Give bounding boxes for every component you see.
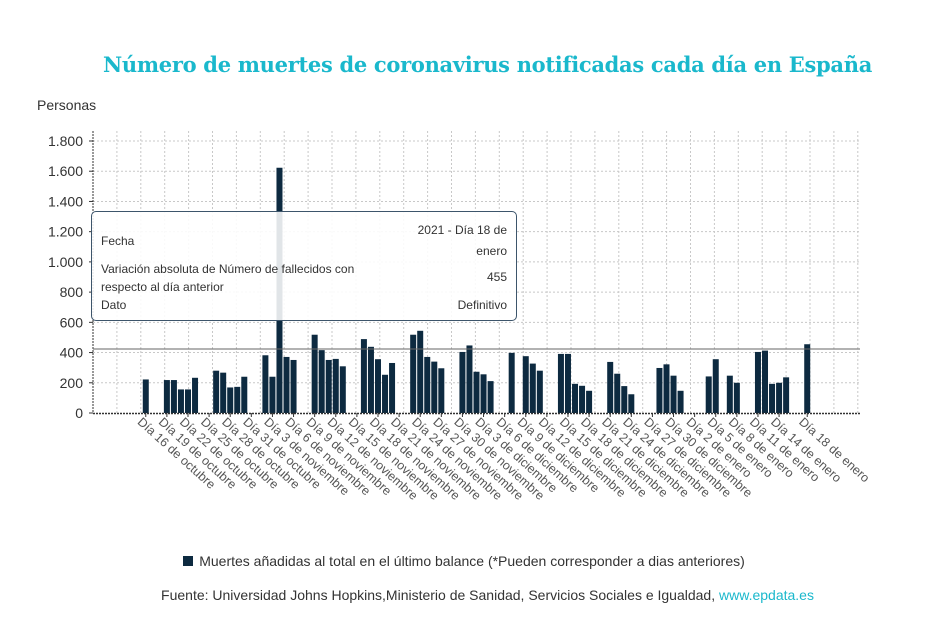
y-tick-label: 1.400 <box>48 193 83 209</box>
bar <box>670 375 677 413</box>
bar <box>283 356 290 413</box>
tooltip-variable-label-1: Variación absoluta de Número de fallecid… <box>101 262 355 276</box>
tooltip-fecha-value-1: 2021 - Día 18 de <box>417 223 507 237</box>
y-tick-label: 1.000 <box>48 254 83 270</box>
bar <box>318 350 325 413</box>
y-tick-label: 400 <box>60 345 84 361</box>
bar <box>339 366 346 413</box>
bar <box>417 330 424 413</box>
bar <box>163 380 170 413</box>
bar <box>557 353 564 413</box>
bar <box>607 361 614 413</box>
bar <box>522 356 529 413</box>
bar <box>177 389 184 413</box>
bar <box>192 377 199 413</box>
bar <box>367 346 374 413</box>
tooltip-fecha-value-2: enero <box>476 244 507 258</box>
bar <box>170 380 177 413</box>
tooltip-dato-label: Dato <box>101 298 127 312</box>
bar <box>572 383 579 413</box>
y-tick-label: 0 <box>75 405 83 421</box>
bar <box>325 359 332 413</box>
bar <box>536 370 543 413</box>
bar <box>431 361 438 413</box>
bar <box>234 386 241 413</box>
source-text: Fuente: Universidad Johns Hopkins,Minist… <box>161 587 720 603</box>
bar <box>579 385 586 413</box>
bar-chart: 0 200 400 600 800 1.000 1.200 1.400 1.600 1.800 D… <box>48 131 872 503</box>
bar <box>762 350 769 413</box>
bar <box>459 351 466 413</box>
tooltip-variable-label-2: respecto al día anterior <box>101 280 224 294</box>
tooltip-fecha-label: Fecha <box>101 234 135 248</box>
y-axis-label: Personas <box>37 97 97 113</box>
tooltip-variable-value: 455 <box>486 270 507 284</box>
bar <box>726 375 733 413</box>
bar <box>705 376 712 413</box>
y-tick-label: 200 <box>60 375 84 391</box>
bar <box>269 376 276 413</box>
bar <box>628 394 635 413</box>
bar <box>733 382 740 413</box>
bars <box>93 167 860 415</box>
bar <box>783 377 790 413</box>
bar <box>677 390 684 413</box>
bar <box>389 362 396 413</box>
y-axis-ticks: 0 200 400 600 800 1.000 1.200 1.400 1.600 1.800 <box>48 133 93 421</box>
bar <box>466 345 473 413</box>
bar <box>311 334 318 413</box>
y-tick-label: 1.200 <box>48 224 83 240</box>
bar <box>529 363 536 413</box>
tooltip: Fecha 2021 - Día 18 de enero Variación a… <box>91 211 517 321</box>
bar <box>712 359 719 413</box>
y-tick-label: 1.800 <box>48 133 83 149</box>
y-tick-label: 1.600 <box>48 163 83 179</box>
tooltip-dato-value: Definitivo <box>457 298 507 312</box>
bar <box>332 358 339 413</box>
chart-title: Número de muertes de coronavirus notific… <box>102 52 873 77</box>
bar <box>487 381 494 413</box>
legend-swatch <box>183 556 194 566</box>
bar <box>804 344 811 413</box>
bar <box>410 334 417 413</box>
bar <box>220 372 227 413</box>
bar <box>262 355 269 413</box>
bar <box>473 371 480 413</box>
bar <box>586 390 593 413</box>
bar <box>769 383 776 413</box>
y-tick-label: 600 <box>60 314 84 330</box>
bar <box>564 353 571 413</box>
bar <box>656 367 663 413</box>
bar <box>241 376 248 413</box>
legend-label: Muertes añadidas al total en el último b… <box>199 553 745 569</box>
bar <box>213 370 220 413</box>
bar <box>663 364 670 413</box>
bar <box>360 339 367 413</box>
bar <box>614 373 621 413</box>
bar <box>776 382 783 413</box>
bar <box>382 374 389 413</box>
bar <box>438 368 445 413</box>
bar <box>374 359 381 413</box>
y-tick-label: 800 <box>60 284 84 300</box>
bar <box>142 379 149 413</box>
bar <box>424 356 431 413</box>
bar <box>508 352 515 413</box>
bar <box>184 389 191 413</box>
bar <box>754 351 761 413</box>
legend[interactable]: Muertes añadidas al total en el último b… <box>0 553 928 569</box>
bar <box>621 386 628 413</box>
bar <box>480 374 487 413</box>
bar <box>290 359 297 413</box>
source: Fuente: Universidad Johns Hopkins,Minist… <box>0 587 928 603</box>
bar <box>227 387 234 413</box>
source-link[interactable]: www.epdata.es <box>719 587 814 603</box>
